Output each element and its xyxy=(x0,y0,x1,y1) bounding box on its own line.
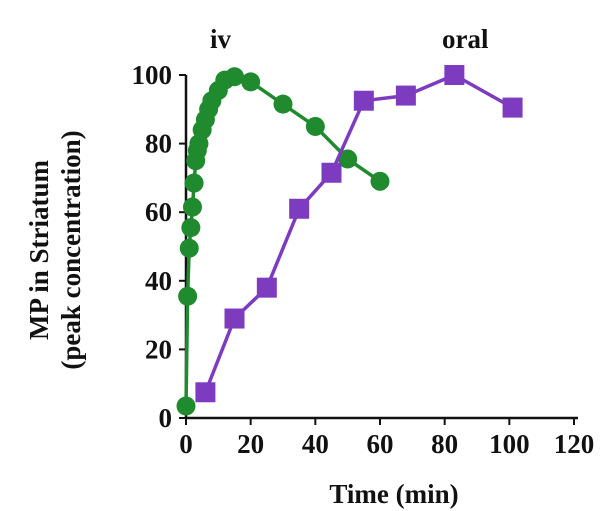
y-tick-label-80: 80 xyxy=(145,129,172,159)
series-line-oral xyxy=(203,73,514,393)
point-oral-4 xyxy=(321,162,342,183)
y-axis-title-line-2: (peak concentration) xyxy=(56,130,86,369)
y-tick-label-20: 20 xyxy=(145,334,172,364)
point-iv-17 xyxy=(273,94,293,114)
x-tick-label-40: 40 xyxy=(302,429,329,459)
point-iv-20 xyxy=(370,171,390,191)
point-iv-0 xyxy=(176,396,196,416)
x-tick-label-20: 20 xyxy=(237,429,264,459)
y-axis-title-line-1: MP in Striatum xyxy=(24,159,54,340)
point-iv-4 xyxy=(182,197,202,217)
point-iv-18 xyxy=(305,116,325,136)
y-tick-label-60: 60 xyxy=(145,197,172,227)
y-tick-label-40: 40 xyxy=(145,266,172,296)
labels: iv oral Time (min) MP in Striatum (peak … xyxy=(24,24,489,509)
x-tick-label-0: 0 xyxy=(179,429,193,459)
series-label-oral: oral xyxy=(442,24,489,54)
point-iv-19 xyxy=(338,149,358,169)
series-label-iv: iv xyxy=(210,24,232,54)
series-layer xyxy=(176,65,523,416)
y-tick-label-0: 0 xyxy=(159,403,173,433)
x-tick-label-100: 100 xyxy=(489,429,530,459)
point-iv-16 xyxy=(241,72,261,92)
point-iv-3 xyxy=(181,218,201,238)
series-iv xyxy=(176,67,390,416)
point-oral-3 xyxy=(289,198,310,219)
point-iv-5 xyxy=(184,173,204,193)
x-axis-title: Time (min) xyxy=(329,479,458,509)
point-oral-5 xyxy=(353,90,374,111)
point-oral-2 xyxy=(256,277,277,298)
point-iv-15 xyxy=(225,67,244,87)
point-oral-1 xyxy=(224,308,245,329)
point-oral-8 xyxy=(502,97,523,118)
point-iv-1 xyxy=(178,286,198,306)
point-oral-7 xyxy=(444,65,465,85)
x-tick-label-120: 120 xyxy=(554,429,595,459)
y-tick-label-100: 100 xyxy=(132,60,173,90)
x-tick-label-80: 80 xyxy=(431,429,458,459)
point-oral-6 xyxy=(395,85,416,106)
axes: 0 20 40 60 80 100 120 0 20 40 60 80 100 xyxy=(132,60,595,459)
x-tick-label-60: 60 xyxy=(367,429,394,459)
point-iv-2 xyxy=(179,238,199,258)
series-oral xyxy=(195,65,523,403)
point-oral-0 xyxy=(195,382,216,403)
